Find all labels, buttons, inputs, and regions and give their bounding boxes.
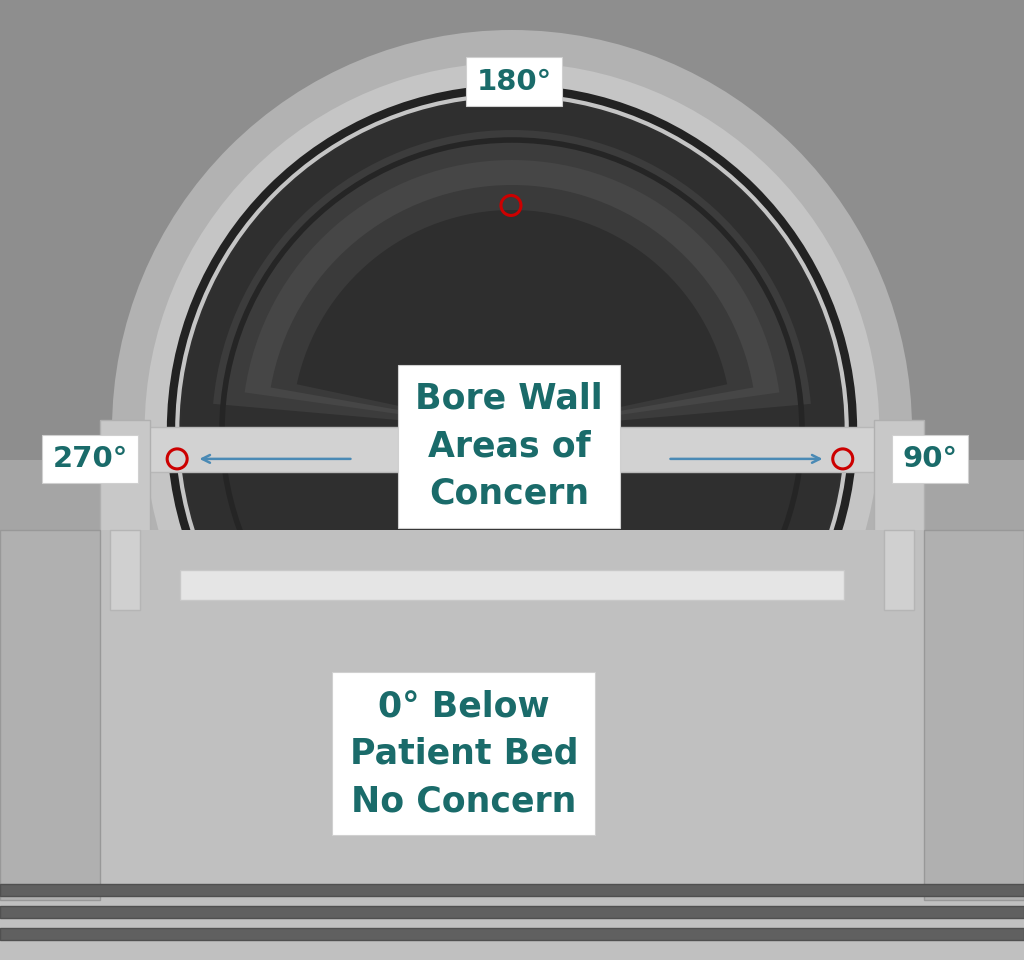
Wedge shape xyxy=(270,185,754,430)
Wedge shape xyxy=(245,160,779,430)
Bar xyxy=(879,340,1024,640)
Ellipse shape xyxy=(222,100,802,680)
Ellipse shape xyxy=(112,30,912,830)
Wedge shape xyxy=(197,80,827,400)
Bar xyxy=(0,530,1024,960)
Text: Bore Wall
Areas of
Concern: Bore Wall Areas of Concern xyxy=(415,382,603,511)
Bar xyxy=(856,435,886,495)
Bar xyxy=(130,380,894,640)
Bar xyxy=(30,600,150,900)
Bar xyxy=(0,0,1024,460)
Bar xyxy=(100,460,924,960)
Bar xyxy=(0,340,145,640)
Ellipse shape xyxy=(222,70,802,650)
Text: 270°: 270° xyxy=(52,444,128,473)
Wedge shape xyxy=(258,160,766,430)
Bar xyxy=(110,530,140,610)
Wedge shape xyxy=(297,210,727,430)
Ellipse shape xyxy=(193,80,831,720)
Wedge shape xyxy=(239,120,785,400)
Bar xyxy=(180,570,844,600)
Bar xyxy=(0,906,1024,918)
Bar xyxy=(130,427,894,472)
Ellipse shape xyxy=(102,0,922,810)
Text: 90°: 90° xyxy=(902,444,957,473)
Ellipse shape xyxy=(172,90,852,770)
Ellipse shape xyxy=(312,140,712,540)
Bar xyxy=(0,530,100,900)
Bar xyxy=(100,430,924,960)
Bar xyxy=(60,565,964,605)
Text: 180°: 180° xyxy=(476,67,552,96)
Bar xyxy=(874,420,924,560)
Bar xyxy=(50,580,974,960)
Bar xyxy=(200,570,824,620)
Bar xyxy=(884,530,914,610)
Ellipse shape xyxy=(262,110,762,610)
Bar xyxy=(0,928,1024,940)
Bar xyxy=(924,530,1024,900)
Bar xyxy=(0,880,1024,960)
Bar xyxy=(0,884,1024,896)
Wedge shape xyxy=(217,125,807,430)
Wedge shape xyxy=(213,130,811,430)
Ellipse shape xyxy=(172,60,852,740)
Bar xyxy=(138,435,168,495)
Ellipse shape xyxy=(137,50,887,750)
Bar xyxy=(874,600,994,900)
Ellipse shape xyxy=(182,100,842,760)
Polygon shape xyxy=(200,580,824,640)
Text: 0° Below
Patient Bed
No Concern: 0° Below Patient Bed No Concern xyxy=(349,689,579,818)
Bar xyxy=(100,420,150,560)
